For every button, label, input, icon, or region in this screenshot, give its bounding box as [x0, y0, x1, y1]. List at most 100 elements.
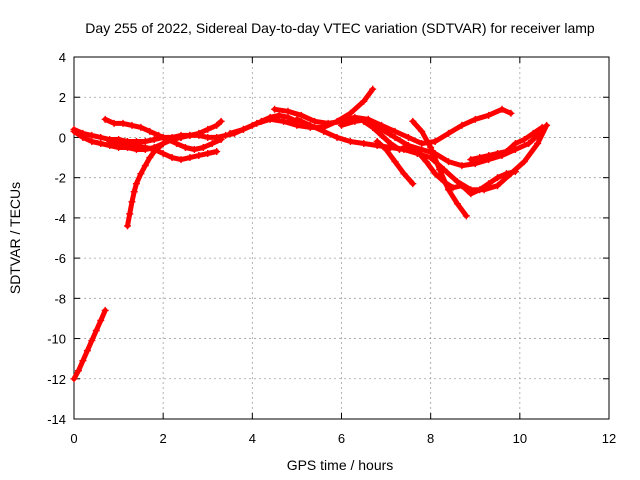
data-series — [70, 85, 551, 383]
data-point — [168, 154, 176, 162]
data-point — [387, 139, 395, 147]
series-arc-12 — [373, 137, 417, 188]
data-point — [378, 131, 386, 139]
data-point — [297, 111, 305, 119]
series-arc-7 — [226, 85, 377, 137]
data-point — [92, 327, 100, 335]
x-tick-label: 4 — [249, 431, 256, 446]
data-point — [97, 139, 105, 147]
data-point — [494, 182, 502, 190]
data-point — [181, 144, 189, 151]
data-point — [422, 158, 430, 166]
data-point — [369, 85, 377, 93]
data-point — [204, 125, 212, 133]
x-axis-label: GPS time / hours — [287, 457, 394, 473]
data-point — [124, 141, 131, 149]
data-point — [199, 144, 207, 151]
data-point — [404, 133, 412, 141]
data-point — [126, 210, 134, 218]
data-point — [502, 170, 510, 178]
data-point — [529, 129, 537, 137]
data-point — [97, 316, 105, 324]
data-point — [195, 129, 203, 137]
data-point — [494, 150, 502, 158]
data-point — [132, 141, 140, 149]
data-point — [445, 186, 452, 194]
data-point — [222, 131, 230, 139]
data-point — [74, 367, 82, 375]
data-point — [498, 105, 506, 113]
data-point — [284, 107, 292, 115]
data-point — [115, 139, 123, 147]
data-point — [130, 188, 138, 196]
data-point — [137, 123, 145, 131]
data-point — [382, 146, 390, 154]
data-point — [83, 347, 91, 355]
data-point — [101, 115, 109, 123]
series-arc-13 — [409, 117, 470, 220]
data-point — [253, 119, 261, 127]
data-point — [333, 133, 341, 141]
data-point — [141, 162, 149, 170]
data-point — [458, 121, 466, 129]
data-point — [338, 121, 345, 129]
data-point — [141, 137, 149, 145]
data-point — [418, 127, 426, 135]
data-point — [391, 127, 399, 135]
y-tick-label: -8 — [54, 291, 66, 306]
chart-title: Day 255 of 2022, Sidereal Day-to-day VTE… — [85, 20, 595, 36]
y-tick-label: -10 — [47, 332, 66, 347]
data-point — [418, 146, 426, 154]
data-point — [476, 186, 484, 194]
data-point — [453, 178, 461, 186]
x-tick-label: 12 — [602, 431, 616, 446]
data-point — [150, 148, 158, 156]
x-tick-label: 6 — [338, 431, 345, 446]
series-arc-4 — [106, 137, 221, 164]
data-point — [217, 135, 225, 143]
data-point — [494, 174, 502, 182]
data-point — [511, 146, 519, 154]
grid-lines — [74, 57, 609, 419]
data-point — [190, 146, 198, 154]
data-point — [360, 139, 368, 147]
data-point — [79, 357, 87, 365]
y-tick-label: -4 — [54, 211, 66, 226]
data-point — [449, 184, 457, 192]
y-tick-label: -12 — [47, 372, 66, 387]
data-point — [413, 148, 421, 156]
data-point — [404, 141, 412, 149]
data-point — [159, 150, 167, 158]
data-point — [409, 180, 417, 188]
x-tick-label: 8 — [427, 431, 434, 446]
data-point — [525, 139, 533, 147]
series-arc-6 — [70, 306, 109, 383]
data-point — [351, 117, 359, 125]
data-point — [97, 133, 105, 141]
data-point — [458, 182, 466, 190]
data-point — [177, 156, 185, 164]
data-point — [427, 144, 435, 151]
data-point — [186, 154, 194, 162]
data-point — [373, 137, 381, 145]
data-point — [306, 121, 314, 129]
data-point — [141, 144, 149, 151]
y-axis-label: SDTVAR / TECUs — [7, 182, 23, 294]
data-point — [485, 152, 493, 160]
data-point — [346, 109, 354, 117]
data-point — [226, 129, 234, 137]
data-point — [213, 148, 221, 156]
data-point — [177, 133, 185, 141]
data-point — [467, 190, 475, 198]
series-line — [227, 86, 376, 136]
data-point — [79, 133, 87, 141]
data-point — [110, 119, 118, 127]
data-point — [360, 117, 368, 125]
data-point — [520, 158, 528, 166]
data-point — [155, 131, 163, 139]
data-point — [462, 212, 470, 220]
data-point — [132, 180, 140, 188]
data-point — [467, 156, 475, 164]
data-point — [101, 306, 109, 314]
